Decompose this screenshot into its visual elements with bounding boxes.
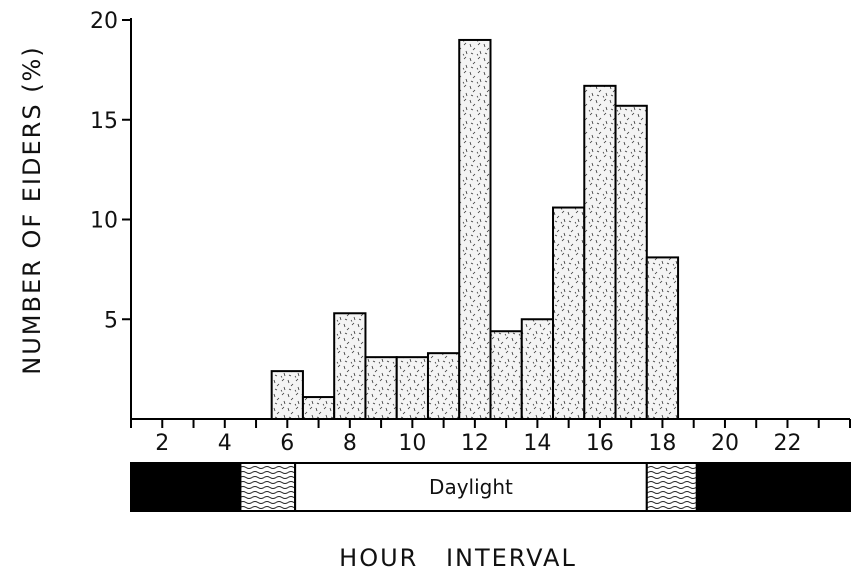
axes: 5 10 15 20 2 4 6 8 10 12 14 16 18 20 22 [90, 9, 851, 456]
band-twilight-1 [239, 462, 297, 512]
bar-hour-16 [583, 84, 617, 421]
x-tick-label-18: 18 [648, 431, 676, 456]
bar-hour-10 [395, 356, 429, 420]
bar-hour-7 [301, 396, 336, 420]
bar-hour-17 [614, 104, 648, 420]
x-tick-label-10: 10 [398, 431, 426, 456]
bar-series [270, 38, 680, 421]
bar-hour-14 [520, 318, 555, 420]
y-tick-label-20: 20 [90, 9, 118, 34]
band-twilight-3 [645, 462, 698, 512]
x-tick-label-6: 6 [280, 431, 294, 456]
x-tick-label-20: 20 [711, 431, 739, 456]
y-tick-label-15: 15 [90, 109, 118, 134]
x-tick-label-22: 22 [773, 431, 801, 456]
bar-hour-12 [458, 38, 492, 420]
y-tick-label-5: 5 [104, 308, 118, 333]
x-tick-label-2: 2 [155, 431, 169, 456]
bar-hour-8 [333, 312, 367, 421]
band-dark-4 [695, 462, 851, 512]
band-daylight-2 [294, 462, 648, 512]
bar-hour-11 [426, 352, 461, 421]
x-tick-label-16: 16 [586, 431, 614, 456]
light-regime-band: Daylight [130, 462, 851, 512]
x-tick-label-14: 14 [523, 431, 551, 456]
bar-hour-9 [364, 356, 398, 420]
daylight-label: Daylight [429, 475, 513, 499]
bar-hour-13 [489, 330, 523, 420]
y-tick-label-10: 10 [90, 209, 118, 234]
x-tick-label-8: 8 [343, 431, 357, 456]
band-dark-0 [130, 462, 242, 512]
bar-hour-15 [552, 206, 586, 420]
x-tick-label-12: 12 [461, 431, 489, 456]
x-tick-label-4: 4 [218, 431, 232, 456]
x-axis-title: HOUR INTERVAL [339, 544, 577, 572]
bar-hour-6 [270, 370, 304, 420]
y-axis-title: NUMBER OF EIDERS (%) [18, 45, 46, 374]
bar-hour-18 [645, 256, 680, 420]
